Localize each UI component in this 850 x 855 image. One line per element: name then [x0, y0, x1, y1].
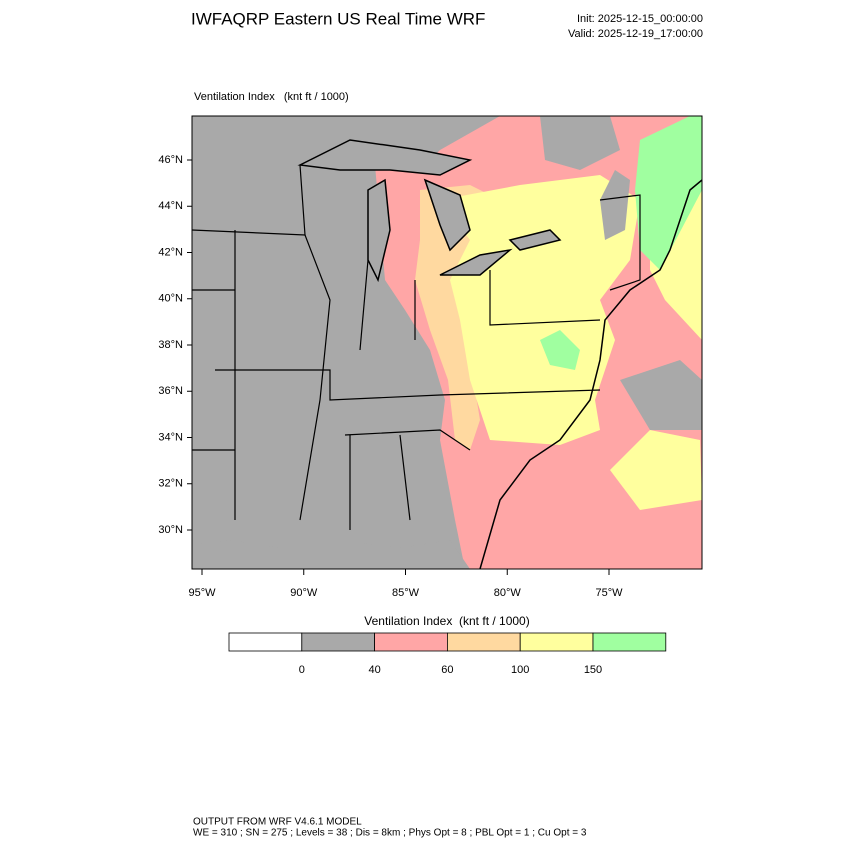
title: IWFAQRP Eastern US Real Time WRF [191, 9, 485, 28]
field-label: Ventilation Index (knt ft / 1000) [194, 91, 349, 103]
region-0-40-ne [540, 116, 620, 170]
region-60-100 [415, 185, 520, 450]
border [344, 429, 471, 451]
region-0-40-ocean [620, 360, 702, 430]
region-ocean-yellow-2 [610, 430, 702, 510]
border [299, 234, 331, 521]
border [215, 369, 601, 401]
border [599, 194, 641, 291]
lat-label: 44°N [158, 200, 183, 212]
colorbar-swatch [592, 632, 667, 652]
lon-label: 80°W [494, 587, 522, 599]
lat-label: 34°N [158, 431, 183, 443]
border [399, 434, 411, 521]
region-0-40-vt [600, 170, 630, 240]
lon-label: 95°W [188, 587, 216, 599]
lat-label: 46°N [158, 154, 183, 166]
region-150-bay [540, 330, 580, 370]
lon-label: 90°W [290, 587, 318, 599]
coastline [479, 179, 702, 569]
lat-label: 38°N [158, 339, 183, 351]
footer-line: WE = 310 ; SN = 275 ; Levels = 38 ; Dis … [193, 828, 587, 839]
colorbar-label: 40 [368, 664, 380, 676]
lon-label: 75°W [595, 587, 623, 599]
colorbar-label: 60 [441, 664, 453, 676]
map-ticks: 46°N 44°N 42°N 40°N 38°N 36°N 34°N 32°N 30°N 95°W… [158, 154, 623, 599]
lake-superior [297, 139, 473, 176]
valid-time: Valid: 2025-12-19_17:00:00 [568, 28, 703, 40]
gulf [192, 540, 470, 569]
lat-label: 40°N [158, 293, 183, 305]
lat-label: 30°N [158, 524, 183, 536]
colorbar-swatch [301, 632, 375, 652]
colorbar-swatch [374, 632, 448, 652]
init-time: Init: 2025-12-15_00:00:00 [577, 13, 703, 25]
border [359, 259, 369, 351]
lake-ontario [508, 229, 562, 251]
colorbar-swatch [519, 632, 594, 652]
lon-label: 85°W [392, 587, 420, 599]
colorbar-label: 150 [584, 664, 602, 676]
border [192, 289, 235, 451]
lat-label: 42°N [158, 246, 183, 258]
colorbar: 0 40 60 100 150 [228, 632, 667, 676]
state-borders [192, 164, 641, 530]
region-150 [635, 116, 702, 270]
colorbar-title: Ventilation Index (knt ft / 1000) [364, 614, 529, 628]
map-frame [191, 115, 703, 570]
colorbar-label: 100 [511, 664, 529, 676]
map [192, 116, 702, 569]
border [489, 270, 601, 326]
lat-label: 32°N [158, 478, 183, 490]
lake-huron [423, 178, 471, 252]
region-100-150 [440, 175, 640, 445]
lake-michigan [367, 178, 391, 283]
lat-label: 36°N [158, 385, 183, 397]
colorbar-swatch [228, 632, 303, 652]
colorbar-label: 0 [299, 664, 305, 676]
colorbar-swatch [446, 632, 521, 652]
footer-line: OUTPUT FROM WRF V4.6.1 MODEL [193, 817, 362, 828]
lake-erie [439, 248, 513, 276]
